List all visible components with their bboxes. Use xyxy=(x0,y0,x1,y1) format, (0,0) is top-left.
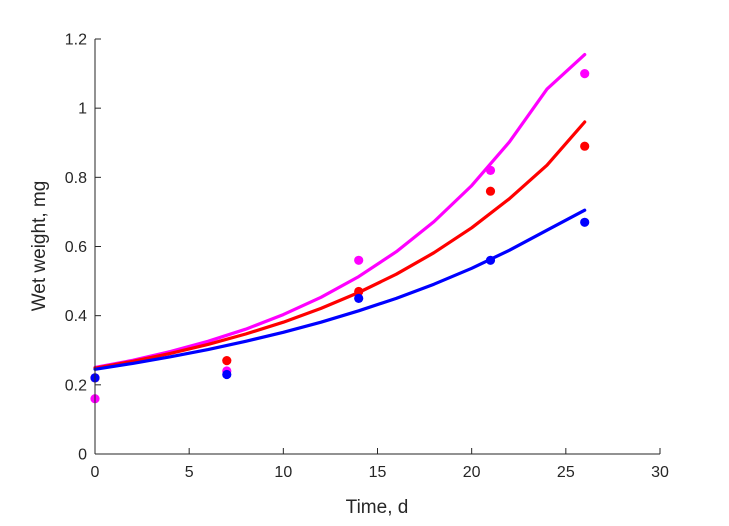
y-tick-label: 0.6 xyxy=(65,239,87,256)
data-points xyxy=(90,69,590,404)
fit-curve-1 xyxy=(93,53,587,370)
x-tick-label: 15 xyxy=(369,464,387,481)
data-point-3-5 xyxy=(580,217,590,227)
x-axis-label: Time, d xyxy=(346,497,409,518)
y-ticks: 0 0.2 0.4 0.6 0.8 1 1.2 xyxy=(65,32,101,464)
data-point-3-2 xyxy=(222,369,232,380)
fit-curve-3 xyxy=(93,208,587,371)
x-tick-label: 5 xyxy=(185,464,194,481)
data-point-2-5 xyxy=(580,141,590,151)
x-tick-label: 20 xyxy=(463,464,481,481)
x-ticks: 0 5 10 15 20 25 30 xyxy=(91,448,669,481)
data-point-1-5 xyxy=(580,69,590,79)
data-point-1-3 xyxy=(354,255,364,265)
y-tick-label: 0.2 xyxy=(65,377,87,394)
fit-curve-2 xyxy=(93,120,587,370)
data-point-3-4 xyxy=(485,255,496,265)
y-tick-label: 0 xyxy=(78,447,87,464)
y-axis-label: Wet weight, mg xyxy=(29,181,50,312)
data-point-2-2 xyxy=(222,356,232,366)
x-tick-label: 10 xyxy=(274,464,292,481)
y-tick-label: 1 xyxy=(78,101,87,118)
x-tick-label: 30 xyxy=(651,464,669,481)
data-point-2-4 xyxy=(485,186,496,196)
fit-curves xyxy=(93,53,587,371)
y-tick-label: 0.8 xyxy=(65,170,87,187)
axes xyxy=(94,39,660,455)
y-tick-label: 0.4 xyxy=(65,308,87,325)
data-point-1-4 xyxy=(485,165,496,175)
data-point-3-3 xyxy=(354,293,364,303)
x-tick-label: 25 xyxy=(557,464,575,481)
y-tick-label: 1.2 xyxy=(65,32,87,49)
x-tick-label: 0 xyxy=(91,464,100,481)
data-point-2-3 xyxy=(354,286,364,297)
